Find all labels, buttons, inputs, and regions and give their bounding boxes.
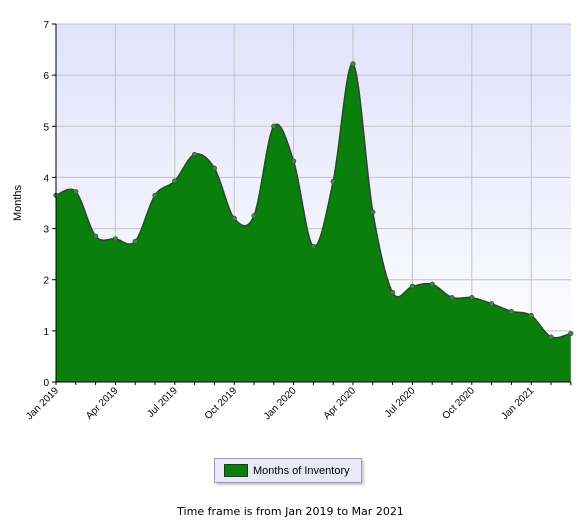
data-point: [489, 301, 495, 307]
legend-swatch: [224, 464, 248, 477]
data-point: [73, 189, 79, 195]
data-point: [508, 308, 515, 315]
data-point: [409, 283, 416, 289]
x-ticks: Jan 2019 Apr 2019 Jul 2019 Oct 2019 Jan 2020…: [24, 382, 572, 422]
x-tick-label: Jan 2021: [499, 385, 536, 422]
data-point: [390, 289, 396, 296]
y-tick-label: 1: [43, 327, 49, 338]
data-point: [291, 158, 297, 164]
x-tick-label: Oct 2020: [440, 385, 477, 422]
x-tick-label: Apr 2020: [322, 385, 359, 422]
series-months-of-inventory: [53, 61, 574, 383]
data-point: [548, 334, 554, 340]
data-point: [449, 295, 455, 301]
y-ticks: 0 1 2 3 4 5 6 7: [43, 20, 56, 389]
data-point: [568, 330, 574, 337]
legend-label: Months of Inventory: [253, 464, 350, 477]
data-point: [330, 178, 336, 185]
y-tick-label: 0: [43, 378, 49, 389]
data-point: [310, 243, 317, 250]
data-point: [172, 178, 178, 184]
data-point: [251, 213, 257, 219]
y-axis-title: Months: [12, 184, 24, 221]
data-point: [92, 233, 99, 239]
data-point: [231, 215, 237, 221]
legend: Months of Inventory: [214, 458, 362, 483]
y-tick-label: 4: [43, 173, 49, 184]
data-point: [469, 295, 475, 301]
series-line: [55, 63, 572, 339]
data-point: [370, 209, 376, 215]
area-fill: [56, 63, 571, 383]
data-point: [152, 192, 158, 198]
x-tick-label: Jan 2020: [262, 385, 299, 422]
x-tick-label: Oct 2019: [203, 385, 240, 422]
y-tick-label: 6: [43, 71, 49, 82]
x-tick-label: Apr 2019: [84, 385, 121, 422]
y-tick-label: 7: [43, 20, 49, 31]
data-point: [350, 61, 356, 67]
x-tick-label: Jan 2019: [24, 385, 61, 422]
y-tick-label: 5: [43, 122, 49, 133]
y-tick-label: 3: [43, 225, 49, 236]
data-point: [192, 151, 198, 158]
data-point: [271, 123, 277, 129]
data-point: [211, 165, 217, 171]
timeframe-footnote: Time frame is from Jan 2019 to Mar 2021: [177, 505, 404, 518]
data-point: [429, 281, 435, 287]
x-tick-label: Jul 2019: [145, 385, 180, 420]
y-tick-label: 2: [43, 276, 49, 287]
data-point: [132, 238, 138, 244]
x-tick-label: Jul 2020: [383, 385, 418, 420]
data-point: [528, 312, 534, 319]
data-point: [112, 236, 118, 242]
